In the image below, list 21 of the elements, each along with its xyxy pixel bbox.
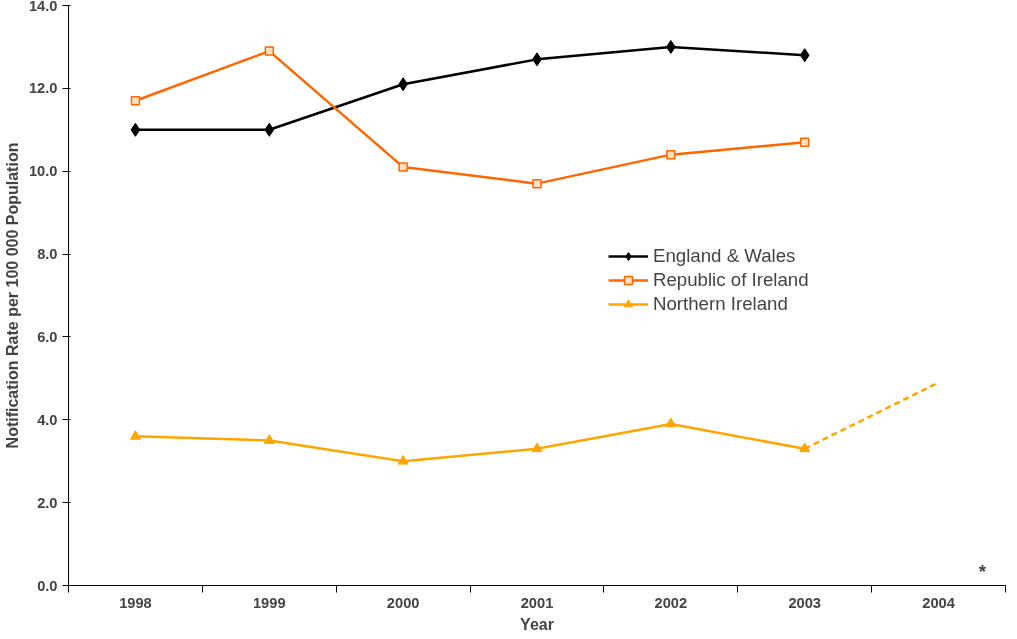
- y-tick-label: 2.0: [37, 494, 58, 511]
- x-tick-label: 2000: [386, 594, 420, 611]
- x-tick-label: 2004: [922, 594, 956, 611]
- annotation: *: [978, 560, 987, 582]
- x-tick-label: 1998: [119, 594, 152, 611]
- x-tick-label: 2001: [520, 594, 554, 611]
- legend-label: England & Wales: [653, 245, 796, 267]
- y-tick-label: 8.0: [37, 246, 58, 263]
- legend-label: Republic of Ireland: [653, 269, 809, 291]
- y-tick-label: 10.0: [28, 163, 58, 180]
- y-tick-label: 12.0: [28, 80, 58, 97]
- x-axis-title: Year: [520, 615, 554, 633]
- legend-label: Northern Ireland: [653, 293, 788, 315]
- x-tick-label: 1999: [252, 594, 286, 611]
- y-tick-label: 6.0: [37, 328, 58, 345]
- y-axis-title: Notification Rate per 100 000 Population: [3, 142, 21, 449]
- y-tick-label: 4.0: [37, 411, 58, 428]
- y-tick-label: 14.0: [28, 0, 58, 14]
- x-tick-label: 2002: [654, 594, 688, 611]
- y-tick-label: 0.0: [37, 577, 58, 594]
- x-tick-label: 2003: [788, 594, 822, 611]
